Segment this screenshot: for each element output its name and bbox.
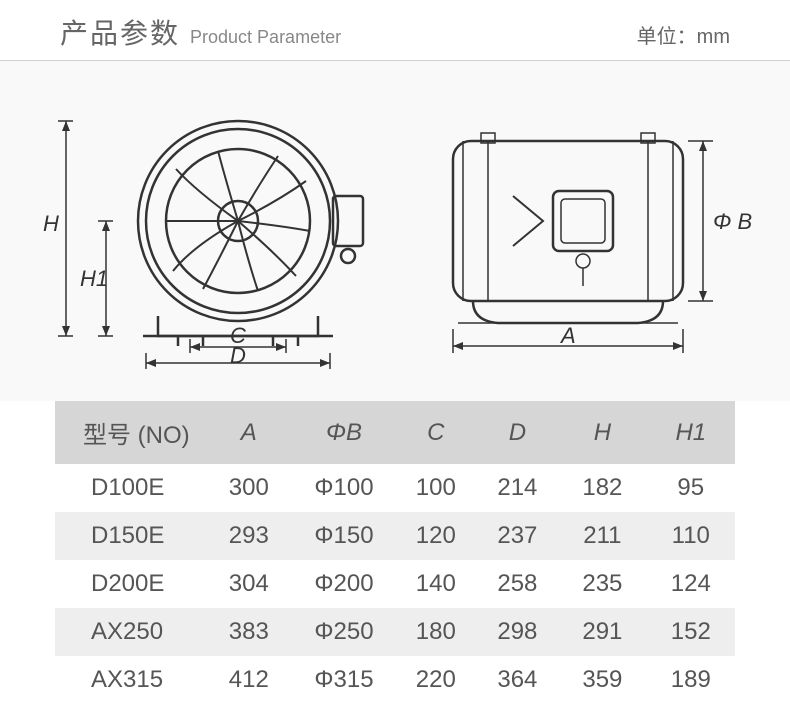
dim-H-label: H (43, 211, 59, 236)
table-cell: 120 (395, 512, 477, 560)
dim-H1-label: H1 (80, 266, 108, 291)
diagram-area: H H1 C D (0, 61, 790, 401)
table-header-cell: H1 (647, 401, 735, 464)
table-row: D150E293Φ150120237211110 (55, 512, 735, 560)
table-header-row: 型号 (NO)AΦBCDHH1 (55, 401, 735, 464)
title-group: 产品参数 Product Parameter (60, 12, 341, 52)
table-cell: AX250 (55, 608, 205, 656)
table-cell: 110 (647, 512, 735, 560)
table-header-cell: A (205, 401, 293, 464)
table-cell: 383 (205, 608, 293, 656)
table-cell: 95 (647, 464, 735, 512)
table-cell: 211 (558, 512, 646, 560)
table-cell: AX315 (55, 656, 205, 704)
table-cell: 298 (477, 608, 559, 656)
table-header-cell: D (477, 401, 559, 464)
table-body: D100E300Φ10010021418295D150E293Φ15012023… (55, 464, 735, 704)
table-cell: 214 (477, 464, 559, 512)
table-cell: 364 (477, 656, 559, 704)
table-cell: 258 (477, 560, 559, 608)
side-view-diagram: Φ B A (403, 91, 763, 371)
title-en: Product Parameter (190, 27, 341, 48)
table-cell: 180 (395, 608, 477, 656)
table-cell: 300 (205, 464, 293, 512)
table-cell: D200E (55, 560, 205, 608)
table-cell: 189 (647, 656, 735, 704)
table-cell: 100 (395, 464, 477, 512)
table-cell: Φ150 (293, 512, 395, 560)
table-row: D100E300Φ10010021418295 (55, 464, 735, 512)
table-cell: 293 (205, 512, 293, 560)
table-cell: 220 (395, 656, 477, 704)
table-cell: 140 (395, 560, 477, 608)
table-cell: Φ100 (293, 464, 395, 512)
table-cell: 182 (558, 464, 646, 512)
table-cell: 291 (558, 608, 646, 656)
table-header-cell: ΦB (293, 401, 395, 464)
table-row: AX250383Φ250180298291152 (55, 608, 735, 656)
front-view-diagram: H H1 C D (28, 91, 388, 371)
table-cell: Φ200 (293, 560, 395, 608)
header: 产品参数 Product Parameter 单位：mm (0, 0, 790, 61)
table-cell: 237 (477, 512, 559, 560)
table-cell: 152 (647, 608, 735, 656)
table-cell: 412 (205, 656, 293, 704)
table-cell: Φ250 (293, 608, 395, 656)
table-header-cell: C (395, 401, 477, 464)
table-cell: 359 (558, 656, 646, 704)
table-cell: D100E (55, 464, 205, 512)
title-cn: 产品参数 (60, 12, 180, 52)
dim-D-label: D (230, 343, 246, 368)
dim-phiB-label: Φ B (713, 209, 752, 234)
dim-A-label: A (559, 323, 576, 348)
table-cell: Φ315 (293, 656, 395, 704)
table-cell: 124 (647, 560, 735, 608)
table-cell: D150E (55, 512, 205, 560)
table-cell: 304 (205, 560, 293, 608)
table-cell: 235 (558, 560, 646, 608)
table-header-cell: 型号 (NO) (55, 401, 205, 464)
spec-table: 型号 (NO)AΦBCDHH1 D100E300Φ10010021418295D… (55, 401, 735, 704)
table-row: AX315412Φ315220364359189 (55, 656, 735, 704)
spec-table-wrap: 型号 (NO)AΦBCDHH1 D100E300Φ10010021418295D… (0, 401, 790, 704)
table-header-cell: H (558, 401, 646, 464)
unit-label: 单位：mm (637, 20, 730, 49)
table-row: D200E304Φ200140258235124 (55, 560, 735, 608)
